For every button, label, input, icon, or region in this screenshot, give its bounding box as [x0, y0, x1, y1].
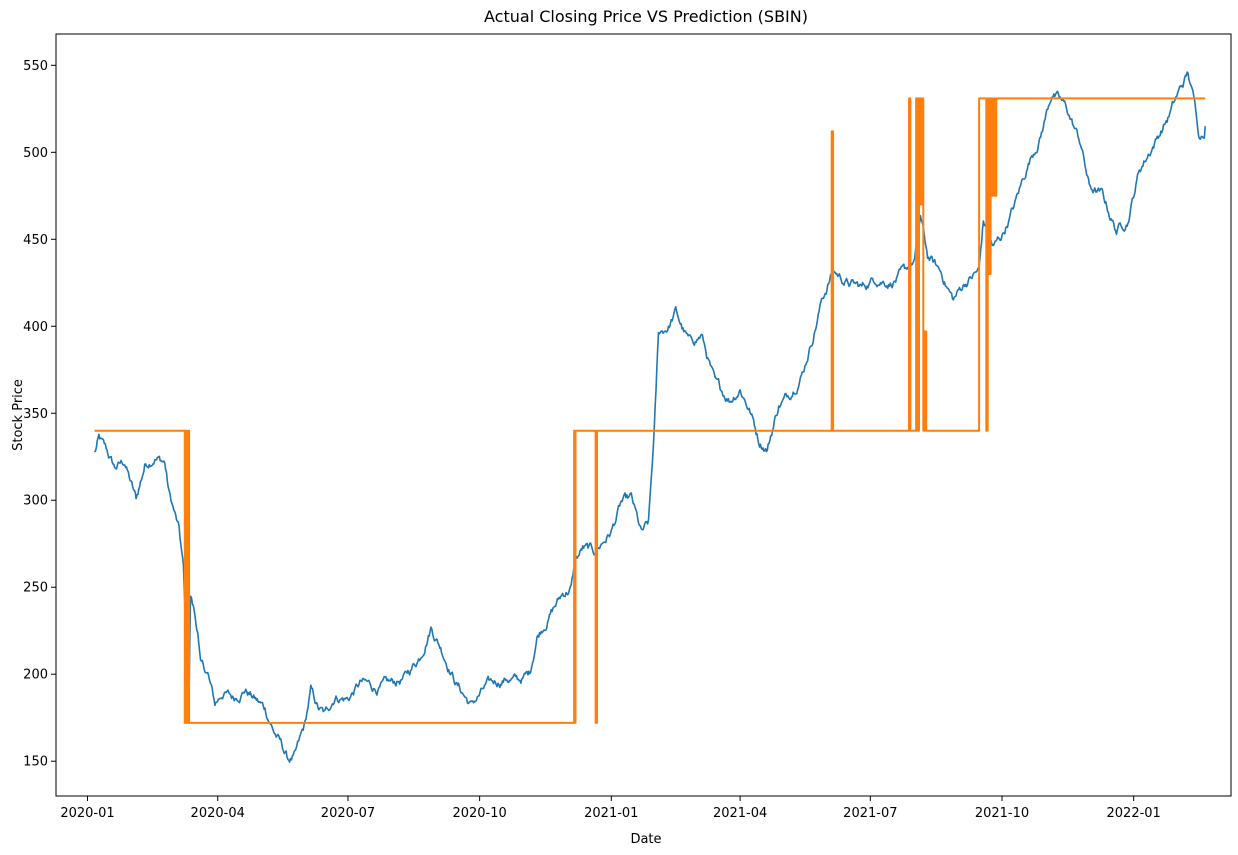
- y-tick-label: 200: [23, 668, 48, 683]
- y-axis: 150 200 250 300 350 400 450 500 550: [23, 59, 56, 770]
- y-tick-label: 250: [23, 581, 48, 596]
- series-line-1: [93, 71, 1206, 763]
- y-tick-label: 550: [23, 59, 48, 74]
- y-axis-label: Stock Price: [11, 379, 26, 451]
- x-tick-label: 2021-01: [584, 806, 638, 821]
- y-tick-label: 450: [23, 233, 48, 248]
- x-tick-label: 2022-01: [1107, 806, 1161, 821]
- y-tick-label: 400: [23, 320, 48, 335]
- x-tick-label: 2021-07: [843, 806, 897, 821]
- y-tick-label: 350: [23, 407, 48, 422]
- x-tick-label: 2020-01: [60, 806, 114, 821]
- x-tick-label: 2020-07: [321, 806, 375, 821]
- y-tick-label: 500: [23, 146, 48, 161]
- x-axis-label: Date: [630, 832, 661, 847]
- chart-title: Actual Closing Price VS Prediction (SBIN…: [484, 7, 808, 26]
- x-axis: 2020-01 2020-04 2020-07 2020-10 2021-01 2021-…: [60, 796, 1161, 821]
- series-layer: [93, 71, 1206, 763]
- x-tick-label: 2020-10: [452, 806, 506, 821]
- x-tick-label: 2021-04: [713, 806, 767, 821]
- y-tick-label: 300: [23, 494, 48, 509]
- y-tick-label: 150: [23, 755, 48, 770]
- plot-frame: [55, 33, 1232, 797]
- plot-area: [55, 33, 1232, 797]
- x-tick-label: 2021-10: [975, 806, 1029, 821]
- x-tick-label: 2020-04: [191, 806, 245, 821]
- series-line-2: [94, 97, 1206, 724]
